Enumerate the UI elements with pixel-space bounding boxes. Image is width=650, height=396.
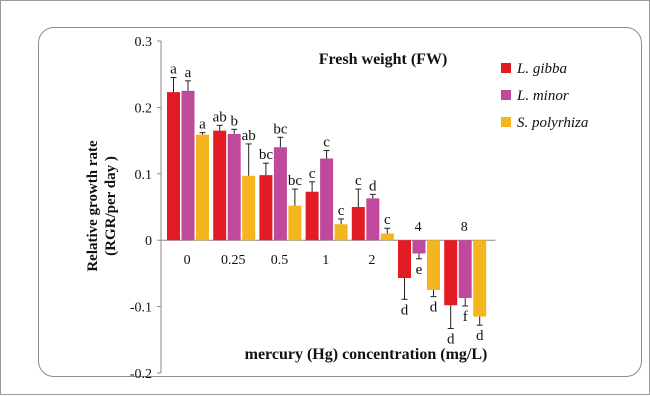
chart-panel bbox=[38, 27, 642, 377]
chart-title: Fresh weight (FW) bbox=[319, 51, 448, 68]
legend-label: L. minor bbox=[516, 88, 569, 104]
significance-letter: d bbox=[447, 332, 455, 348]
y-tick-label: 0.3 bbox=[135, 35, 153, 50]
bar bbox=[196, 134, 209, 241]
bar bbox=[227, 133, 241, 241]
bar bbox=[181, 90, 195, 241]
significance-letter: c bbox=[338, 203, 345, 219]
legend-swatch bbox=[501, 63, 511, 73]
x-tick-label: 4 bbox=[415, 220, 422, 235]
bar bbox=[259, 175, 273, 241]
x-tick-label: 2 bbox=[368, 253, 375, 268]
y-tick-label: 0.2 bbox=[135, 101, 153, 116]
significance-letter: bc bbox=[259, 147, 274, 163]
y-tick-label: 0.1 bbox=[135, 168, 153, 183]
bar bbox=[380, 233, 394, 241]
x-tick-label: 0 bbox=[184, 253, 191, 268]
x-axis-title: mercury (Hg) concentration (mg/L) bbox=[245, 346, 488, 363]
significance-letter: d bbox=[401, 302, 409, 318]
bar bbox=[412, 240, 426, 254]
legend-label: L. gibba bbox=[516, 61, 567, 77]
significance-letter: ab bbox=[213, 109, 227, 125]
bar bbox=[288, 205, 302, 241]
bar bbox=[334, 224, 348, 241]
significance-letter: a bbox=[199, 117, 206, 133]
significance-letter: f bbox=[463, 309, 468, 325]
legend-swatch bbox=[501, 90, 511, 100]
legend-swatch bbox=[501, 117, 511, 127]
bar bbox=[305, 191, 319, 241]
significance-letter: bc bbox=[288, 173, 303, 189]
significance-letter: d bbox=[476, 328, 484, 344]
bar bbox=[473, 240, 487, 317]
significance-letter: a bbox=[185, 65, 192, 81]
y-tick-label: -0.1 bbox=[130, 301, 152, 316]
bar bbox=[351, 207, 365, 241]
bar bbox=[444, 240, 458, 306]
significance-letter: c bbox=[355, 173, 362, 189]
x-tick-label: 1 bbox=[322, 253, 329, 268]
bar bbox=[366, 198, 380, 241]
y-tick-label: 0 bbox=[145, 234, 152, 249]
legend-label: S. polyrhiza bbox=[517, 115, 588, 131]
y-tick-label: -0.2 bbox=[130, 367, 152, 382]
significance-letter: c bbox=[309, 166, 316, 182]
significance-letter: d bbox=[430, 300, 438, 316]
y-axis-title: Relative growth rate (RGR/per day ) bbox=[85, 140, 119, 272]
significance-letter: c bbox=[323, 135, 330, 151]
x-tick-label: 8 bbox=[461, 220, 468, 235]
bar bbox=[320, 158, 334, 241]
x-tick-label: 0.25 bbox=[221, 253, 246, 268]
bar bbox=[458, 240, 472, 298]
bar bbox=[167, 92, 180, 241]
bar bbox=[273, 147, 287, 241]
significance-letter: b bbox=[230, 113, 238, 129]
significance-letter: e bbox=[416, 262, 423, 278]
significance-letter: d bbox=[369, 178, 377, 194]
significance-letter: a bbox=[170, 62, 177, 78]
significance-letter: bc bbox=[273, 121, 288, 137]
significance-letter: ab bbox=[242, 128, 256, 144]
bar bbox=[213, 130, 227, 241]
bar bbox=[427, 240, 440, 290]
bar bbox=[242, 175, 256, 241]
bar bbox=[398, 240, 411, 279]
significance-letter: c bbox=[384, 212, 391, 228]
x-tick-label: 0.5 bbox=[271, 253, 289, 268]
